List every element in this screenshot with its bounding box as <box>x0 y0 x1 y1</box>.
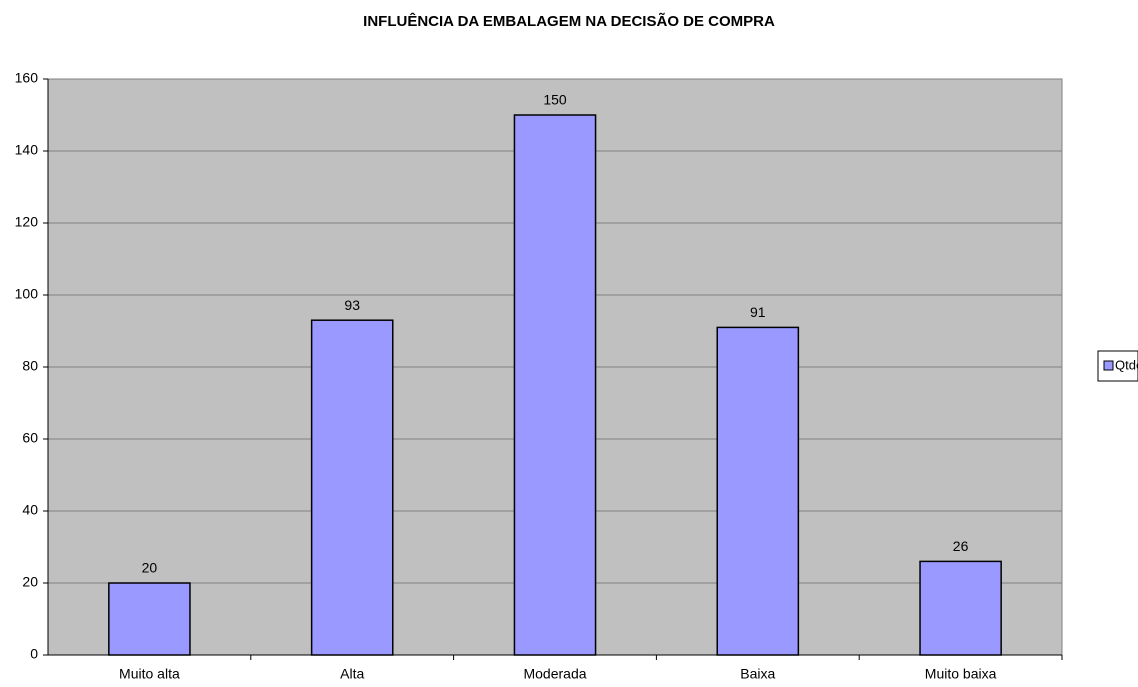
y-tick-label: 0 <box>30 646 38 662</box>
data-label: 20 <box>142 560 158 576</box>
x-tick-label: Moderada <box>523 666 586 682</box>
bar <box>108 582 191 656</box>
y-tick-label: 20 <box>22 574 38 590</box>
bar <box>310 319 394 656</box>
y-tick-label: 140 <box>15 142 39 158</box>
y-tick-label: 40 <box>22 502 38 518</box>
y-tick-label: 160 <box>15 70 39 86</box>
legend-label: Qtde. <box>1115 357 1138 372</box>
x-tick-label: Baixa <box>740 666 775 682</box>
x-tick-label: Muito baixa <box>925 666 997 682</box>
legend-swatch <box>1103 360 1114 371</box>
data-label: 93 <box>344 297 360 313</box>
y-tick-label: 60 <box>22 430 38 446</box>
data-label: 91 <box>750 304 766 320</box>
y-tick-label: 120 <box>15 214 39 230</box>
data-label: 150 <box>543 92 567 108</box>
chart-title: INFLUÊNCIA DA EMBALAGEM NA DECISÃO DE CO… <box>363 12 775 30</box>
y-tick-label: 80 <box>22 358 38 374</box>
x-tick-label: Alta <box>340 666 364 682</box>
y-tick-label: 100 <box>15 286 39 302</box>
bar <box>513 114 597 656</box>
bar <box>919 560 1002 656</box>
data-label: 26 <box>953 538 969 554</box>
x-tick-label: Muito alta <box>119 666 180 682</box>
bar <box>716 326 800 656</box>
